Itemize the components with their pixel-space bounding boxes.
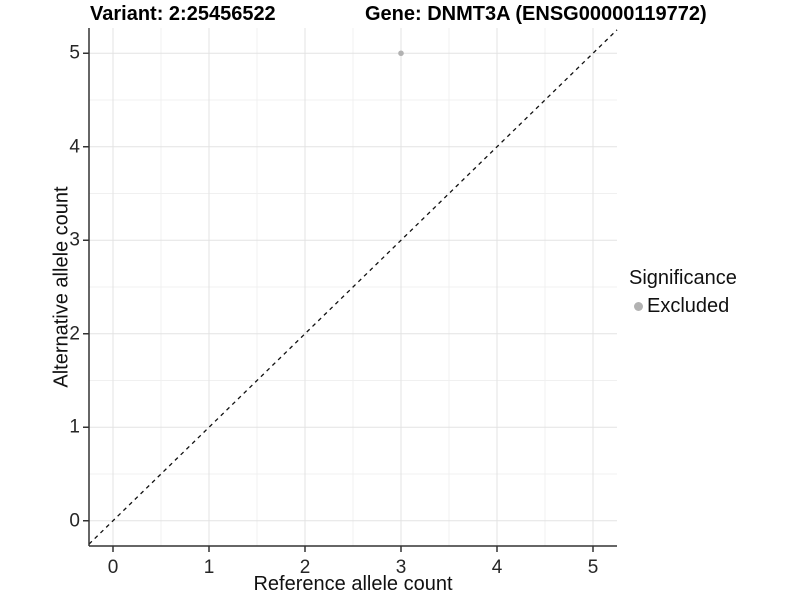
legend-entry-label: Excluded xyxy=(647,295,730,317)
legend-title: Significance xyxy=(629,267,737,289)
gene-title: Gene: DNMT3A (ENSG00000119772) xyxy=(365,3,707,25)
y-tick-label: 5 xyxy=(69,42,80,64)
variant-title: Variant: 2:25456522 xyxy=(90,3,276,25)
x-tick-label: 1 xyxy=(203,557,215,578)
x-tick-label: 5 xyxy=(587,557,599,578)
x-tick-label: 0 xyxy=(107,557,119,578)
x-tick-label: 4 xyxy=(491,557,503,578)
data-point xyxy=(398,50,404,57)
x-tick-label: 2 xyxy=(299,557,311,578)
legend-entries: Excluded xyxy=(629,295,737,318)
legend-entry: Excluded xyxy=(629,295,737,318)
legend: Significance Excluded xyxy=(629,267,737,318)
x-tick-label: 3 xyxy=(395,557,407,578)
y-tick-label: 4 xyxy=(69,136,80,158)
y-tick-label: 0 xyxy=(69,510,80,532)
y-tick-label: 2 xyxy=(69,323,80,345)
identity-line xyxy=(88,29,618,545)
legend-point-icon xyxy=(629,298,647,316)
y-axis-title: Alternative allele count xyxy=(50,186,73,388)
y-tick-label: 3 xyxy=(69,229,80,251)
x-axis-title: Reference allele count xyxy=(253,573,453,595)
y-tick-label: 1 xyxy=(69,416,80,438)
